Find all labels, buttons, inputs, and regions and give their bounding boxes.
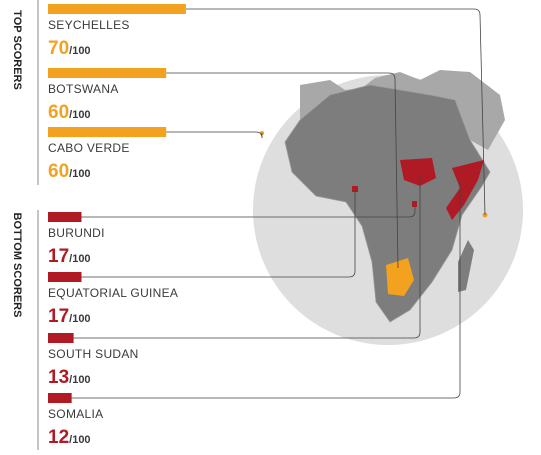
score: 60/100 <box>48 102 91 123</box>
group-label: BOTTOM SCORERS <box>11 213 23 318</box>
score-value: 13 <box>48 367 69 388</box>
score: 12/100 <box>48 427 91 448</box>
score-max: /100 <box>69 45 90 57</box>
bar <box>48 68 167 78</box>
bar <box>48 4 186 14</box>
burundi-shape <box>412 201 417 207</box>
madagascar <box>458 240 474 292</box>
country-name: SEYCHELLES <box>48 18 130 32</box>
map <box>253 70 523 345</box>
botswana-shape <box>386 258 414 296</box>
score-max: /100 <box>69 434 90 446</box>
country-name: BURUNDI <box>48 226 105 240</box>
country-name: CABO VERDE <box>48 141 130 155</box>
country-name: EQUATORIAL GUINEA <box>48 286 178 300</box>
leader-line <box>71 182 461 399</box>
score: 17/100 <box>48 246 91 267</box>
score-value: 12 <box>48 427 69 448</box>
score-value: 60 <box>48 102 69 123</box>
score-max: /100 <box>69 313 90 325</box>
leader-line <box>166 131 263 139</box>
africa <box>284 84 491 323</box>
score-value: 17 <box>48 306 69 327</box>
score: 17/100 <box>48 306 91 327</box>
bar <box>48 393 72 403</box>
bar <box>48 212 82 222</box>
leader-line <box>73 176 421 339</box>
bar <box>48 272 82 282</box>
eq-guinea-shape <box>352 186 358 192</box>
country-name: SOMALIA <box>48 407 103 421</box>
score-value: 70 <box>48 38 69 59</box>
bar <box>48 333 74 343</box>
score-value: 60 <box>48 161 69 182</box>
bar <box>48 127 167 137</box>
leader-line <box>185 8 486 216</box>
country-name: BOTSWANA <box>48 82 119 96</box>
score: 60/100 <box>48 161 91 182</box>
leader-line <box>81 190 356 278</box>
score-max: /100 <box>69 253 90 265</box>
leader-line <box>81 206 416 218</box>
score: 13/100 <box>48 367 91 388</box>
score-max: /100 <box>69 109 90 121</box>
group-label: TOP SCORERS <box>11 10 23 90</box>
somalia-shape <box>446 160 484 220</box>
leader-line <box>166 72 399 269</box>
score-value: 17 <box>48 246 69 267</box>
south-sudan-shape <box>400 158 436 186</box>
land-north <box>300 70 505 150</box>
score-max: /100 <box>69 168 90 180</box>
country-name: SOUTH SUDAN <box>48 347 139 361</box>
score: 70/100 <box>48 38 91 59</box>
score-max: /100 <box>69 374 90 386</box>
